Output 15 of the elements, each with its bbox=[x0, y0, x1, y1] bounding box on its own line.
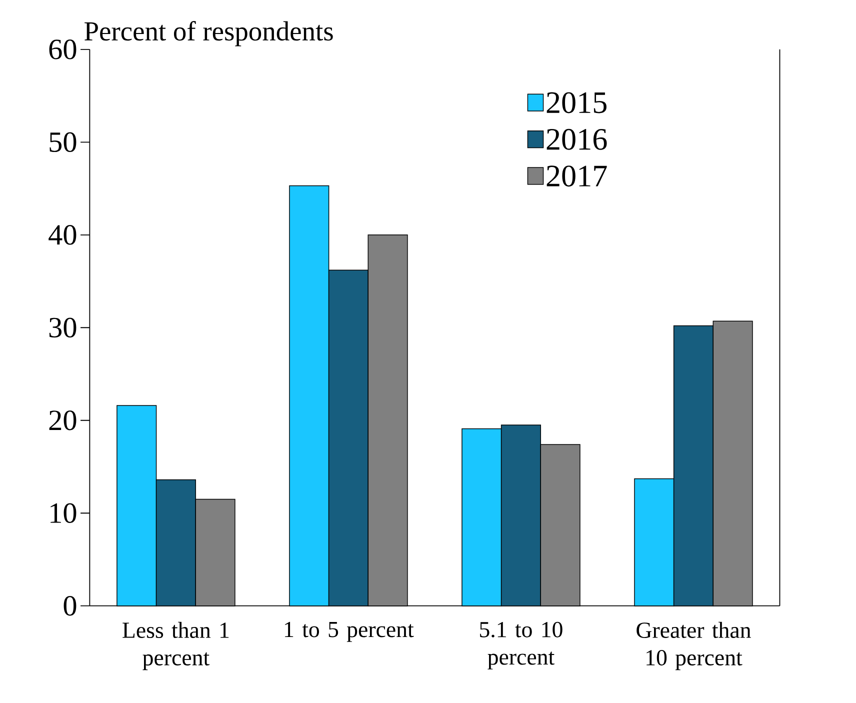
y-tick-label: 20 bbox=[49, 410, 76, 430]
legend-label: 2015 bbox=[546, 92, 606, 114]
y-tick-label: 50 bbox=[50, 132, 76, 152]
x-tick-label: Less than 1 percent bbox=[122, 622, 229, 670]
y-tick-label: 10 bbox=[50, 503, 76, 524]
x-tick-label: 5.1 to 10 percent bbox=[480, 622, 562, 670]
y-tick-label: 60 bbox=[49, 40, 76, 60]
y-tick-label: 30 bbox=[49, 318, 76, 338]
x-tick-label: 1 to 5 percent bbox=[285, 622, 414, 642]
legend-label: 2016 bbox=[546, 128, 607, 150]
legend-label: 2017 bbox=[546, 166, 607, 187]
y-tick-label: 40 bbox=[48, 225, 76, 245]
y-tick-label: 0 bbox=[64, 596, 76, 616]
y-axis-title: Percent of respondents bbox=[84, 21, 333, 46]
x-tick-label: Greater than 10 percent bbox=[636, 622, 751, 670]
